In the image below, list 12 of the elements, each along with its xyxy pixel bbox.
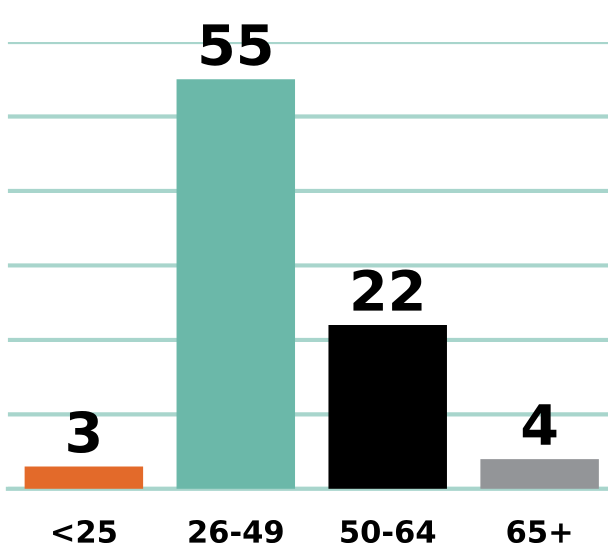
x-tick-label: 65+ [507,520,570,544]
x-tick-label: 50-64 [341,520,436,544]
data-label: 55 [201,24,271,66]
bar [24,466,144,489]
x-tick-label: 26-49 [189,520,283,544]
bar [480,459,599,489]
data-label: 3 [68,410,99,453]
bar [176,79,296,489]
bar [328,325,447,489]
x-tick-label: <25 [53,520,116,544]
data-label: 22 [353,269,422,311]
data-label: 4 [522,404,556,445]
